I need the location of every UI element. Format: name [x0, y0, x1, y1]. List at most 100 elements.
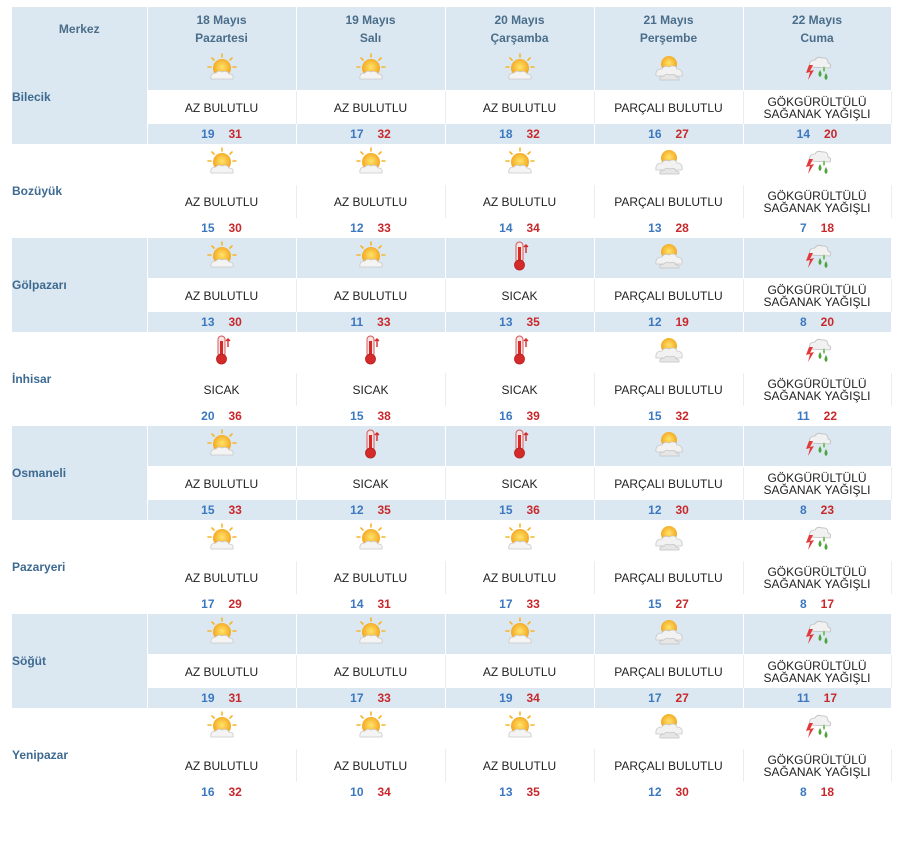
high-temperature: 36 [228, 409, 242, 423]
city-name[interactable]: Söğüt [12, 614, 148, 708]
weather-icon-cell [594, 426, 744, 467]
weather-description: GÖKGÜRÜLTÜLÜ SAĞANAK YAĞIŞLI [743, 184, 892, 218]
city-name[interactable]: Osmaneli [12, 426, 148, 520]
temperature-cell: 11 33 [296, 312, 446, 332]
mostly-cloudy-icon [652, 239, 686, 273]
weather-description: GÖKGÜRÜLTÜLÜ SAĞANAK YAĞIŞLI [743, 466, 892, 500]
low-temperature: 8 [799, 597, 807, 611]
low-temperature: 12 [648, 315, 662, 329]
day-header: 21 Mayıs Perşembe [594, 7, 744, 50]
high-temperature: 31 [228, 127, 242, 141]
high-temperature: 34 [526, 691, 540, 705]
low-temperature: 17 [350, 691, 364, 705]
high-temperature: 27 [675, 691, 689, 705]
weather-icon-cell [743, 332, 892, 373]
low-temperature: 19 [201, 127, 215, 141]
weather-icon-cell [594, 708, 744, 749]
temperature-cell: 20 36 [147, 406, 297, 426]
weather-description: SICAK [296, 466, 446, 500]
temperature-cell: 17 29 [147, 594, 297, 614]
weather-description: AZ BULUTLU [296, 654, 446, 688]
mostly-cloudy-icon [652, 333, 686, 367]
weather-icon-cell [296, 708, 446, 749]
partly-sunny-icon [354, 615, 388, 649]
city-temp-row: 16 32 10 34 13 35 12 30 8 18 [12, 782, 892, 802]
high-temperature: 33 [377, 221, 391, 235]
merkez-header: Merkez [12, 7, 148, 50]
high-temperature: 30 [675, 785, 689, 799]
weather-description: AZ BULUTLU [445, 560, 595, 594]
weather-description: SICAK [445, 372, 595, 406]
high-temperature: 35 [526, 785, 540, 799]
high-temperature: 31 [377, 597, 391, 611]
weather-description: AZ BULUTLU [445, 748, 595, 782]
high-temperature: 20 [820, 315, 835, 329]
day-header: 20 Mayıs Çarşamba [445, 7, 595, 50]
city-name[interactable]: Bozüyük [12, 144, 148, 238]
thunder-shower-icon [800, 239, 834, 273]
high-temperature: 38 [377, 409, 391, 423]
mostly-cloudy-icon [652, 427, 686, 461]
weather-description: PARÇALI BULUTLU [594, 372, 744, 406]
city-name[interactable]: Bilecik [12, 50, 148, 144]
weather-icon-cell [296, 614, 446, 655]
temperature-cell: 16 32 [147, 782, 297, 802]
low-temperature: 8 [799, 315, 807, 329]
temperature-cell: 13 35 [445, 782, 595, 802]
high-temperature: 31 [228, 691, 242, 705]
low-temperature: 12 [648, 785, 662, 799]
high-temperature: 22 [823, 409, 838, 423]
city-name[interactable]: Pazaryeri [12, 520, 148, 614]
temperature-cell: 11 17 [743, 688, 892, 708]
city-desc-row: AZ BULUTLU AZ BULUTLU AZ BULUTLU PARÇALI BU… [12, 748, 892, 782]
thermometer-hot-icon [503, 333, 537, 367]
day-header: 22 Mayıs Cuma [743, 7, 892, 50]
weather-description: GÖKGÜRÜLTÜLÜ SAĞANAK YAĞIŞLI [743, 748, 892, 782]
temperature-cell: 7 18 [743, 218, 892, 238]
city-name[interactable]: İnhisar [12, 332, 148, 426]
high-temperature: 20 [824, 127, 838, 141]
high-temperature: 30 [675, 503, 689, 517]
weather-icon-cell [147, 332, 297, 373]
low-temperature: 13 [201, 315, 215, 329]
mostly-cloudy-icon [652, 521, 686, 555]
high-temperature: 17 [823, 691, 838, 705]
city-desc-row: AZ BULUTLU AZ BULUTLU SICAK PARÇALI BULUTLU… [12, 278, 892, 312]
partly-sunny-icon [354, 239, 388, 273]
low-temperature: 15 [350, 409, 364, 423]
partly-sunny-icon [205, 145, 239, 179]
low-temperature: 15 [648, 597, 662, 611]
weather-icon-cell [296, 332, 446, 373]
city-name[interactable]: Gölpazarı [12, 238, 148, 332]
weather-description: AZ BULUTLU [296, 560, 446, 594]
weather-icon-cell [147, 708, 297, 749]
high-temperature: 33 [377, 315, 391, 329]
city-icon-row: Bilecik [12, 50, 892, 144]
temperature-cell: 14 34 [445, 218, 595, 238]
thermometer-hot-icon [503, 427, 537, 461]
city-icon-row: Yenipazar [12, 708, 892, 802]
low-temperature: 17 [648, 691, 662, 705]
temperature-cell: 17 32 [296, 124, 446, 144]
temperature-cell: 15 33 [147, 500, 297, 520]
city-name[interactable]: Yenipazar [12, 708, 148, 802]
weather-description: AZ BULUTLU [445, 90, 595, 124]
low-temperature: 8 [799, 785, 807, 799]
weather-description: AZ BULUTLU [296, 90, 446, 124]
low-temperature: 17 [201, 597, 215, 611]
weather-description: GÖKGÜRÜLTÜLÜ SAĞANAK YAĞIŞLI [743, 654, 892, 688]
temperature-cell: 16 39 [445, 406, 595, 426]
partly-sunny-icon [503, 709, 537, 743]
high-temperature: 32 [526, 127, 540, 141]
city-temp-row: 15 33 12 35 15 36 12 30 8 23 [12, 500, 892, 520]
low-temperature: 12 [350, 221, 364, 235]
weather-description: PARÇALI BULUTLU [594, 90, 744, 124]
temperature-cell: 13 30 [147, 312, 297, 332]
weather-description: PARÇALI BULUTLU [594, 278, 744, 312]
temperature-cell: 12 30 [594, 782, 744, 802]
mostly-cloudy-icon [652, 51, 686, 85]
low-temperature: 14 [499, 221, 513, 235]
weather-description: AZ BULUTLU [296, 184, 446, 218]
low-temperature: 13 [499, 315, 513, 329]
city-desc-row: AZ BULUTLU SICAK SICAK PARÇALI BULUTLU GÖKGÜ… [12, 466, 892, 500]
